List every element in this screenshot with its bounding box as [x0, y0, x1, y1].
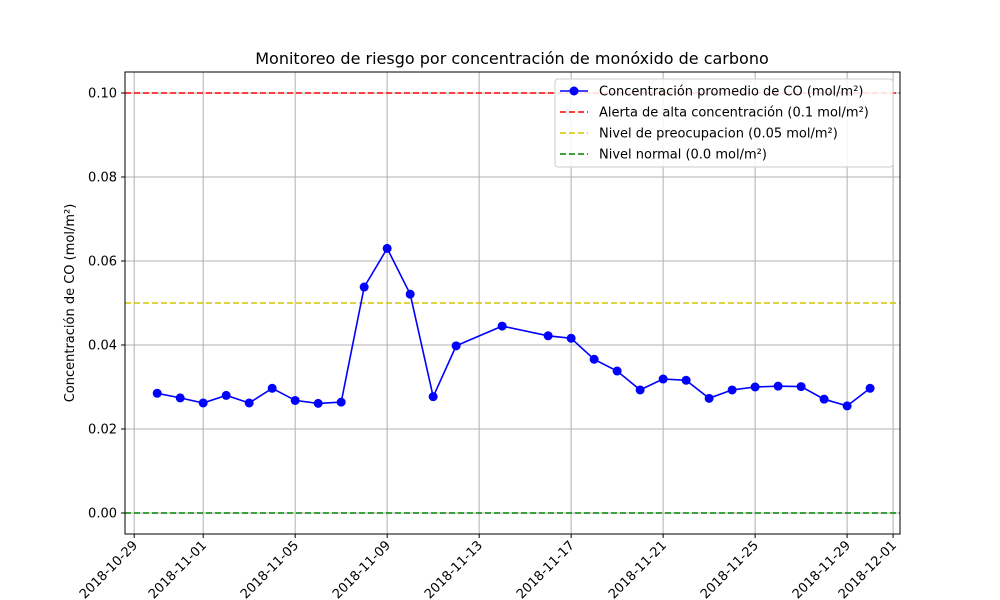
x-tick-label: 2018-11-05 [238, 538, 302, 600]
x-tick-label: 2018-11-25 [698, 538, 762, 600]
data-point [290, 395, 300, 405]
data-point [267, 383, 277, 393]
data-point [405, 289, 415, 299]
data-point [382, 243, 392, 253]
y-tick-label: 0.10 [88, 87, 117, 102]
series-line [157, 246, 871, 407]
data-point [359, 282, 369, 292]
x-axis-ticks: 2018-10-29 2018-11-01 2018-11-05 2018-11-09… [77, 534, 900, 600]
data-point [681, 375, 691, 385]
data-point [152, 388, 162, 398]
legend-entry: Nivel normal (0.0 mol/m²) [599, 148, 767, 163]
data-point [244, 398, 254, 408]
data-point [543, 331, 553, 341]
x-tick-label: 2018-11-01 [146, 538, 210, 600]
chart-title: Monitoreo de riesgo por concentración de… [255, 49, 769, 68]
x-tick-label: 2018-11-13 [422, 538, 486, 600]
data-point [819, 394, 829, 404]
x-tick-label: 2018-11-17 [514, 538, 578, 600]
data-point [198, 398, 208, 408]
data-point [750, 382, 760, 392]
data-point [175, 393, 185, 403]
data-point [773, 381, 783, 391]
data-point [842, 401, 852, 411]
x-tick-label: 2018-11-09 [330, 538, 394, 600]
y-tick-label: 0.00 [88, 507, 117, 522]
data-point [612, 366, 622, 376]
legend-entry: Nivel de preocupacion (0.05 mol/m²) [599, 127, 838, 142]
y-tick-label: 0.02 [88, 423, 117, 438]
reference-lines [125, 92, 900, 514]
plot-frame [124, 71, 901, 535]
x-tick-label: 2018-10-29 [77, 538, 141, 600]
y-axis-label: Concentración de CO (mol/m²) [63, 204, 78, 403]
data-point [221, 390, 231, 400]
data-point [796, 382, 806, 392]
data-point [428, 392, 438, 402]
legend-box [554, 78, 894, 168]
legend: Concentración promedio de CO (mol/m²) Ale… [554, 78, 894, 168]
data-point [635, 385, 645, 395]
data-point [658, 374, 668, 384]
data-point [727, 385, 737, 395]
data-point [865, 383, 875, 393]
x-tick-label: 2018-11-21 [606, 538, 670, 600]
data-point [704, 393, 714, 403]
data-point [336, 397, 346, 407]
data-point [451, 341, 461, 351]
data-series [152, 243, 875, 411]
y-tick-label: 0.06 [88, 255, 117, 270]
y-axis-ticks: 0.00 0.02 0.04 0.06 0.08 0.10 [88, 87, 125, 522]
data-point [589, 354, 599, 364]
data-point [497, 321, 507, 331]
legend-entry: Concentración promedio de CO (mol/m²) [599, 85, 863, 100]
legend-marker [569, 86, 579, 96]
y-tick-label: 0.08 [88, 171, 117, 186]
data-point [313, 398, 323, 408]
y-tick-label: 0.04 [88, 339, 117, 354]
data-point [566, 333, 576, 343]
legend-entry: Alerta de alta concentración (0.1 mol/m²… [599, 106, 869, 121]
